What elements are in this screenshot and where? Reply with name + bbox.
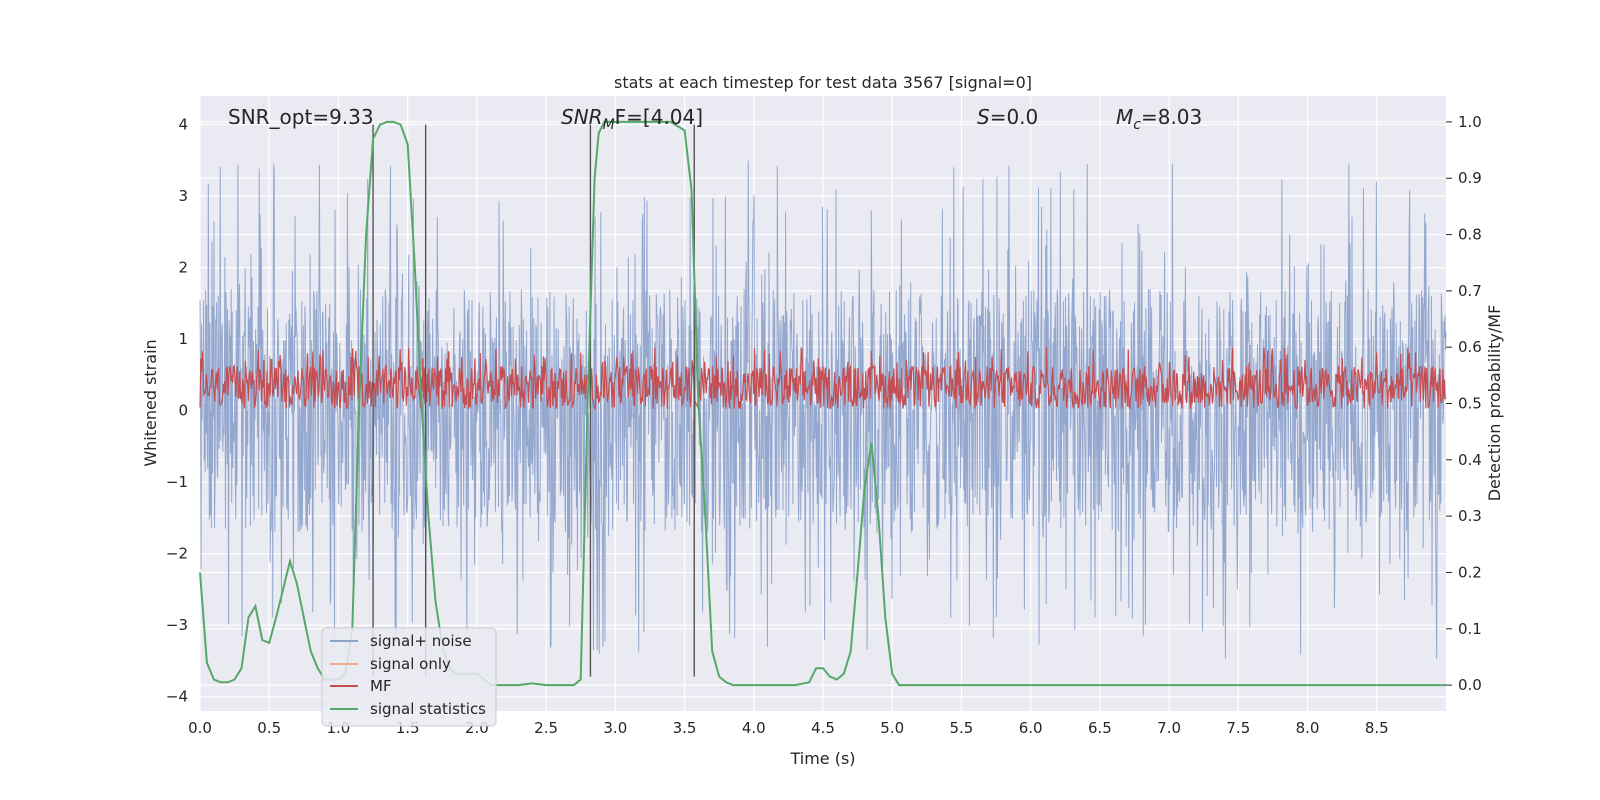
x-tick-label: 4.0	[742, 719, 766, 737]
y-right-tick-label: 0.8	[1458, 226, 1482, 244]
mf-trace	[199, 346, 1447, 411]
x-axis-label: Time (s)	[789, 749, 855, 768]
y-tick-label: 1	[178, 330, 188, 348]
x-axis-ticks: 0.0 0.5 1.0 1.5 2.0 2.5 3.0 3.5 4.0 4.5 5.0 5.5 6.0 6…	[188, 719, 1389, 737]
y-tick-label: −3	[166, 616, 188, 634]
x-tick-label: 6.5	[1088, 719, 1112, 737]
y-right-tick-label: 0.9	[1458, 169, 1482, 187]
y-tick-label: −2	[166, 545, 188, 563]
x-tick-label: 2.5	[534, 719, 558, 737]
signal-statistics-line	[199, 120, 1446, 687]
x-tick-label: 5.0	[880, 719, 904, 737]
legend-box	[321, 627, 497, 727]
x-tick-label: 5.5	[950, 719, 974, 737]
legend-label-signal-only: signal only	[370, 655, 451, 673]
chart-title: stats at each timestep for test data 356…	[614, 73, 1032, 92]
x-tick-label: 8.0	[1296, 719, 1320, 737]
annotation-s-symbol: S	[977, 105, 990, 129]
legend-label-mf: MF	[370, 677, 392, 695]
annotation-mc-subscript: c	[1133, 117, 1141, 133]
x-tick-label: 4.5	[811, 719, 835, 737]
annotation-mc-value: =8.03	[1141, 105, 1202, 129]
series-signal-statistics	[199, 120, 1446, 687]
vertical-markers	[372, 124, 695, 677]
y-right-tick-label: 0.5	[1458, 395, 1482, 413]
annotation-s-value: =0.0	[990, 105, 1039, 129]
annotation-snr-mf-symbol: SNR	[561, 105, 603, 129]
y-right-tick-label: 0.7	[1458, 282, 1482, 300]
y-right-axis-label: Detection probability/MF	[1485, 305, 1504, 502]
y-axis-label: Whitened strain	[141, 339, 160, 466]
annotation-snr-opt: SNR_opt=9.33	[228, 105, 374, 129]
x-tick-label: 3.0	[603, 719, 627, 737]
y-tick-label: −1	[166, 473, 188, 491]
series-signal-noise	[199, 160, 1447, 660]
annotation-snr-mf-subscript: M	[603, 117, 615, 133]
y-right-tick-label: 0.2	[1458, 563, 1482, 581]
annotation-mc-symbol: M	[1116, 105, 1133, 129]
y-tick-label: 4	[178, 116, 188, 134]
legend-label-signal-statistics: signal statistics	[370, 700, 486, 718]
y-tick-label: 3	[178, 187, 188, 205]
x-tick-label: 7.0	[1157, 719, 1181, 737]
y-right-tick-label: 0.0	[1458, 676, 1482, 694]
legend-label-signal-noise: signal+ noise	[370, 632, 472, 650]
x-tick-label: 8.5	[1365, 719, 1389, 737]
x-tick-label: 0.5	[257, 719, 281, 737]
annotation-snr-mf-value: F=[4.04]	[615, 105, 703, 129]
y-right-tick-label: 1.0	[1458, 113, 1482, 131]
x-tick-label: 6.0	[1019, 719, 1043, 737]
y-right-tick-label: 0.3	[1458, 507, 1482, 525]
y-axis-ticks: 4 3 2 1 0 −1 −2 −3 −4	[166, 116, 188, 706]
y-right-tick-label: 0.6	[1458, 338, 1482, 356]
series-mf	[199, 346, 1447, 411]
y-right-axis-ticks: 1.0 0.9 0.8 0.7 0.6 0.5 0.4 0.3 0.2 0.1 0.0	[1446, 113, 1482, 694]
y-tick-label: 0	[178, 402, 188, 420]
y-right-tick-label: 0.1	[1458, 620, 1482, 638]
x-tick-label: 7.5	[1226, 719, 1250, 737]
legend: signal+ noise signal only MF signal stat…	[321, 627, 497, 727]
x-tick-label: 3.5	[673, 719, 697, 737]
noise-trace	[199, 160, 1447, 660]
y-right-tick-label: 0.4	[1458, 451, 1482, 469]
y-tick-label: −4	[166, 688, 188, 706]
annotation-mc: Mc=8.03	[1116, 105, 1202, 133]
y-tick-label: 2	[178, 259, 188, 277]
annotation-snr-mf: SNRMF=[4.04]	[561, 105, 703, 133]
annotation-s: S=0.0	[977, 105, 1038, 129]
x-tick-label: 0.0	[188, 719, 212, 737]
